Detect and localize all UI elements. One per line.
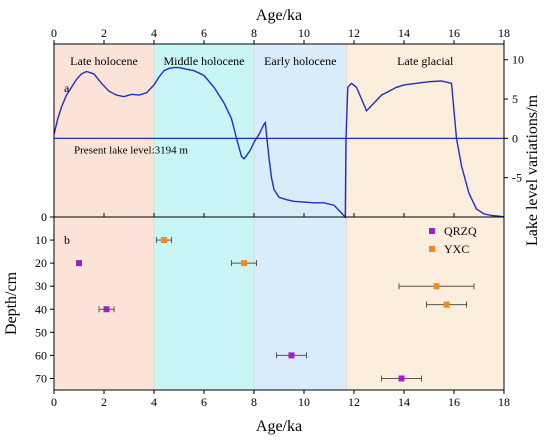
period-label-early-holocene: Early holocene: [264, 54, 336, 68]
point-yxc-1: [241, 260, 247, 267]
present-lake-level-label: Present lake level:3194 m: [74, 144, 188, 156]
panel-b-frame: [53, 216, 505, 391]
yb-tick-label-40: 40: [35, 302, 47, 316]
ya-tick-label-0: 0: [512, 131, 518, 145]
legend-swatch-yxc: [429, 246, 435, 252]
point-yxc-0: [161, 237, 167, 244]
panel-a-label: a: [64, 81, 70, 95]
yb-tick-label-20: 20: [35, 256, 47, 270]
legend-label-qrzq: QRZQ: [444, 224, 477, 238]
x-tick-label-bottom-6: 6: [201, 395, 207, 409]
axis-ticks: 0 0 2 2 4 4 6 6 8 8 10 10 12 12 14 14 16 16 18 18 -5 0 5 10 0 10 2…: [35, 26, 524, 409]
period-label-late-holocene: Late holocene: [70, 54, 138, 68]
x-tick-label-top-4: 4: [151, 26, 157, 40]
axes-frames: [53, 43, 505, 391]
x-tick-label-bottom-18: 18: [498, 395, 510, 409]
y-axis-title-lake-level: Lake level variations/m: [524, 94, 541, 246]
x-tick-label-top-10: 10: [298, 26, 310, 40]
x-tick-label-top-2: 2: [101, 26, 107, 40]
panel-b-points: [76, 237, 475, 382]
ya-left-tick-label-0: 0: [41, 210, 47, 224]
x-tick-label-top-16: 16: [448, 26, 460, 40]
x-tick-label-top-18: 18: [498, 26, 510, 40]
legend-swatch-qrzq: [429, 228, 435, 234]
x-axis-title-top: Age/ka: [256, 7, 302, 24]
x-tick-label-bottom-0: 0: [51, 395, 57, 409]
lake-level-curve: [53, 66, 505, 219]
point-qrzq-3: [398, 375, 405, 382]
x-tick-label-bottom-8: 8: [251, 395, 257, 409]
x-tick-label-top-0: 0: [51, 26, 57, 40]
x-tick-label-bottom-2: 2: [101, 395, 107, 409]
yb-tick-label-60: 60: [35, 348, 47, 362]
x-tick-label-top-8: 8: [251, 26, 257, 40]
x-axis-title-bottom: Age/ka: [256, 418, 302, 435]
point-yxc-2: [433, 283, 440, 290]
x-tick-label-bottom-10: 10: [298, 395, 310, 409]
panel-b-label: b: [64, 233, 70, 247]
legend: QRZQ YXC: [429, 224, 477, 256]
x-tick-label-bottom-12: 12: [348, 395, 360, 409]
yb-tick-label-30: 30: [35, 279, 47, 293]
x-tick-label-top-12: 12: [348, 26, 360, 40]
point-qrzq-2: [288, 352, 295, 359]
yb-tick-label-50: 50: [35, 325, 47, 339]
period-label-middle-holocene: Middle holocene: [164, 54, 245, 68]
x-tick-label-top-6: 6: [201, 26, 207, 40]
x-tick-label-top-14: 14: [398, 26, 410, 40]
point-qrzq-1: [103, 306, 110, 313]
panel-a: [53, 66, 505, 219]
x-tick-label-bottom-14: 14: [398, 395, 410, 409]
ya-tick-label-10: 10: [512, 53, 524, 67]
yb-tick-label-70: 70: [35, 371, 47, 385]
ya-tick-label--5: -5: [512, 171, 522, 185]
period-label-late-glacial: Late glacial: [397, 54, 454, 68]
point-qrzq-0: [76, 260, 82, 267]
ya-tick-label-5: 5: [512, 92, 518, 106]
x-tick-label-bottom-4: 4: [151, 395, 157, 409]
yb-tick-label-10: 10: [35, 233, 47, 247]
point-yxc-3: [443, 301, 450, 308]
y-axis-title-depth: Depth/cm: [3, 271, 20, 335]
legend-label-yxc: YXC: [444, 242, 469, 256]
x-tick-label-bottom-16: 16: [448, 395, 460, 409]
